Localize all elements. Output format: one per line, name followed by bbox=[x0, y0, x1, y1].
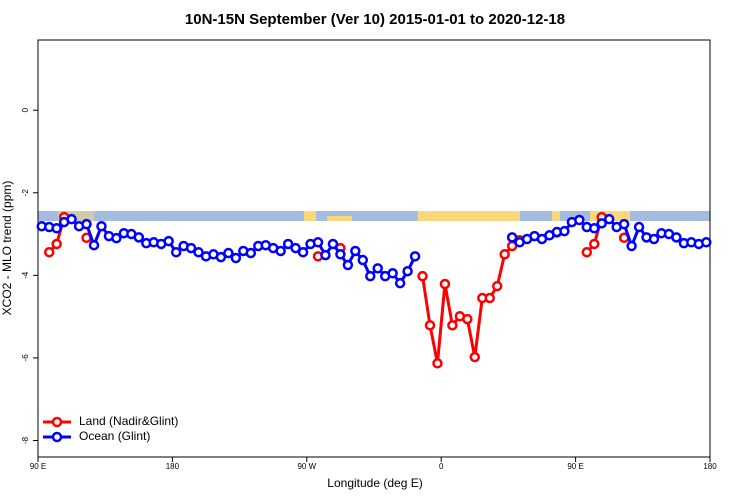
legend: Land (Nadir&Glint)Ocean (Glint) bbox=[43, 414, 178, 443]
legend-marker bbox=[51, 431, 63, 443]
point bbox=[618, 218, 630, 230]
point bbox=[320, 249, 331, 261]
point bbox=[51, 238, 62, 250]
point bbox=[484, 292, 495, 304]
point bbox=[671, 232, 682, 243]
legend-marker bbox=[51, 416, 63, 428]
point bbox=[133, 232, 145, 243]
point bbox=[275, 245, 286, 257]
legend-label: Land (Nadir&Glint) bbox=[79, 414, 178, 428]
point bbox=[648, 233, 660, 245]
point bbox=[432, 358, 443, 369]
point bbox=[96, 220, 107, 232]
point bbox=[626, 240, 637, 252]
mask-land bbox=[327, 216, 352, 221]
point bbox=[633, 221, 645, 233]
point bbox=[372, 263, 383, 274]
chart-title: 10N-15N September (Ver 10) 2015-01-01 to… bbox=[185, 11, 565, 28]
mask-land bbox=[58, 211, 94, 221]
point bbox=[43, 246, 55, 258]
point bbox=[394, 277, 406, 289]
mask-land bbox=[304, 211, 316, 221]
legend-label: Ocean (Glint) bbox=[79, 429, 150, 443]
point bbox=[245, 247, 257, 259]
y-axis-label: XCO2 - MLO trend (ppm) bbox=[0, 181, 14, 316]
point bbox=[499, 249, 510, 260]
point bbox=[559, 225, 570, 237]
series bbox=[36, 213, 712, 289]
point bbox=[111, 232, 122, 244]
point bbox=[596, 218, 607, 229]
point bbox=[603, 213, 615, 225]
point bbox=[462, 313, 473, 325]
point bbox=[290, 242, 301, 254]
x-tick-label: 90 W bbox=[297, 462, 316, 471]
y-tick-label: -2 bbox=[21, 189, 30, 197]
point bbox=[163, 235, 174, 247]
point bbox=[447, 320, 458, 331]
point bbox=[223, 247, 234, 259]
point bbox=[365, 270, 376, 282]
point bbox=[424, 320, 436, 331]
point bbox=[469, 351, 481, 363]
point bbox=[170, 246, 182, 258]
point bbox=[417, 270, 428, 282]
point bbox=[312, 237, 324, 248]
point bbox=[402, 265, 413, 277]
point bbox=[589, 223, 600, 234]
plot-frame bbox=[37, 39, 711, 458]
mask-land bbox=[418, 211, 520, 221]
x-tick-label: 90 E bbox=[567, 462, 583, 471]
mask-ocean bbox=[38, 211, 710, 221]
point bbox=[439, 278, 451, 290]
x-tick-label: 0 bbox=[439, 462, 444, 471]
point bbox=[342, 259, 354, 271]
point bbox=[297, 246, 309, 258]
point bbox=[193, 246, 204, 258]
point bbox=[581, 246, 593, 258]
point bbox=[491, 280, 503, 292]
mask-land bbox=[552, 211, 560, 221]
point bbox=[701, 237, 712, 248]
point bbox=[88, 239, 100, 251]
point bbox=[589, 238, 600, 250]
x-tick-label: 180 bbox=[703, 462, 717, 471]
y-tick-label: -8 bbox=[21, 436, 30, 444]
x-axis-label: Longitude (deg E) bbox=[327, 476, 422, 490]
point bbox=[350, 245, 361, 257]
x-tick-label: 180 bbox=[166, 462, 180, 471]
point bbox=[230, 252, 242, 264]
point bbox=[387, 268, 398, 279]
point bbox=[185, 242, 197, 254]
point bbox=[409, 251, 421, 262]
point bbox=[506, 232, 518, 243]
point bbox=[282, 238, 294, 250]
y-tick-label: 0 bbox=[21, 107, 30, 112]
y-tick-label: -6 bbox=[21, 354, 30, 362]
point bbox=[81, 218, 92, 230]
y-tick-label: -4 bbox=[21, 271, 30, 279]
point bbox=[327, 238, 339, 250]
point bbox=[66, 213, 77, 225]
point bbox=[574, 214, 585, 226]
point bbox=[335, 249, 346, 260]
point bbox=[357, 254, 369, 266]
x-tick-label: 90 E bbox=[30, 462, 46, 471]
point bbox=[215, 251, 227, 263]
point bbox=[51, 223, 62, 234]
